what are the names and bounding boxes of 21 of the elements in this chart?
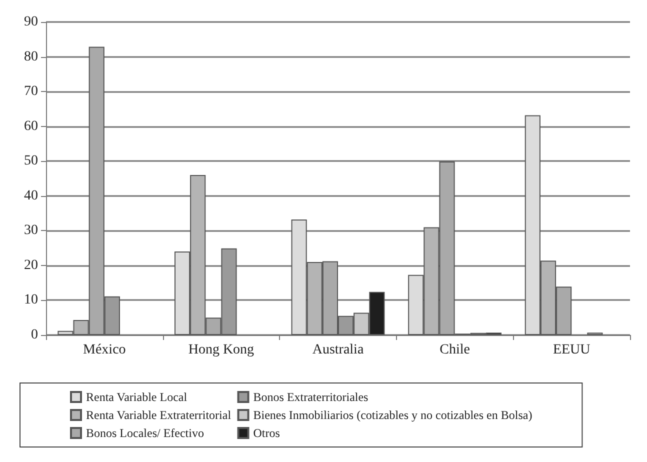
legend-label: Renta Variable Local [86,390,188,404]
y-tick-label: 20 [24,258,38,273]
legend-label: Bienes Inmobiliarios (cotizables y no cotizables en Bolsa) [253,408,532,422]
x-tick-label: Chile [440,342,470,358]
legend-label: Otros [253,426,280,440]
y-tick-label: 0 [31,328,38,342]
x-tick-label: México [83,342,126,358]
x-tick-label: Hong Kong [188,342,254,358]
legend-label: Renta Variable Extraterritorial [86,408,232,422]
y-tick-label: 90 [24,14,38,30]
x-tick-label: EEUU [552,342,590,358]
y-tick-label: 70 [24,84,38,100]
y-tick-label: 60 [24,118,38,134]
legend-label: Bonos Locales/ Efectivo [86,426,204,440]
y-tick-label: 50 [24,154,38,169]
y-tick-label: 30 [24,223,38,238]
legend-label: Bonos Extraterritoriales [253,390,369,404]
x-tick-label: Australia [312,342,364,358]
y-tick-label: 80 [24,49,38,64]
y-tick-label: 40 [24,188,38,204]
y-tick-label: 10 [24,292,38,308]
